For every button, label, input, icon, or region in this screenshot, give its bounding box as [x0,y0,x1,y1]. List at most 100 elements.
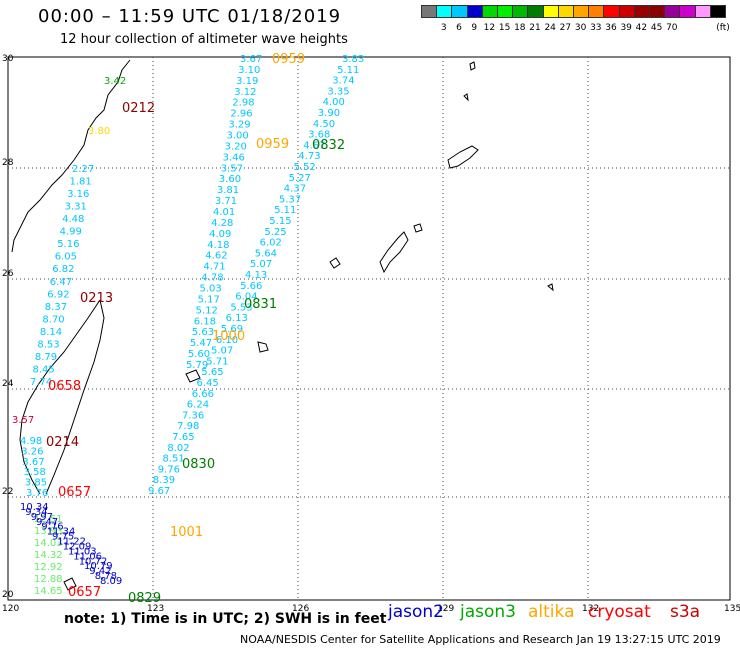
wave-height-label: 9.76 [41,522,63,533]
wave-height-label: 3.60 [219,174,241,185]
wave-height-label: 4.50 [313,119,335,130]
coastline [379,231,409,274]
wave-height-label: 9.97 [31,512,53,523]
wave-height-label: 6.10 [216,335,238,346]
pass-time-label: 0214 [46,435,79,450]
wave-height-label: 6.04 [235,292,257,303]
wave-height-label: 10.34 [20,502,49,513]
wave-height-label: 3.57 [12,415,34,426]
wave-height-label: 4.78 [201,273,223,284]
pass-time-label: 0830 [182,457,215,472]
legend-entry-altika: altika [528,602,575,622]
colorbar-swatch [709,5,726,18]
wave-height-label: 12.09 [63,542,92,553]
wave-height-label: 8.39 [153,475,175,486]
coastline [257,341,269,353]
wave-height-label: 3.35 [327,86,349,97]
pass-time-label: 0831 [244,297,277,312]
wave-height-label: 6.13 [226,313,248,324]
wave-height-label: 14.32 [34,550,63,561]
colorbar-tick-label: 24 [544,23,556,33]
latitude-tick-label: 30 [2,54,14,64]
colorbar-tick-label: 36 [605,23,617,33]
wave-height-label: 6.45 [197,378,219,389]
legend-entry-cryosat: cryosat [588,602,651,622]
latitude-tick-label: 24 [2,379,14,389]
latitude-tick-label: 22 [2,487,13,497]
coastline [63,577,77,591]
wave-height-label: 9.67 [148,486,170,497]
coastline [329,257,341,269]
wave-height-label: 7.65 [172,432,194,443]
wave-height-label: 3.76 [26,488,48,499]
wave-height-label: 5.27 [289,173,311,184]
wave-height-label: 6.66 [192,389,214,400]
wave-height-label: 3.20 [225,141,247,152]
latitude-tick-label: 26 [2,269,14,279]
coastline [11,59,131,253]
wave-height-label: 5.17 [198,294,220,305]
coastline [19,299,101,495]
wave-height-label: 8.09 [100,576,122,587]
wave-height-label: 4.13 [245,270,267,281]
wave-height-label: 8.51 [163,454,185,465]
wave-height-label: 9.42 [89,566,111,577]
wave-height-label: 2.27 [72,164,94,175]
colorbar-tick-label: 27 [559,23,572,33]
wave-height-label: 4.99 [60,227,82,238]
pass-time-label: 0959 [256,137,289,152]
wave-height-label: 1.81 [70,177,92,188]
coastline [463,93,469,102]
wave-height-label: 7.98 [177,421,199,432]
colorbar-tick-label: 9 [471,23,478,33]
colorbar-tick-label: 45 [650,23,663,33]
colorbar-tick-label: 21 [529,23,541,33]
wave-height-label: 6.18 [194,316,216,327]
wave-height-label: 4.01 [213,207,235,218]
colorbar-tick-label: 30 [574,23,587,33]
wave-height-label: 4.00 [323,97,345,108]
wave-height-label: 12.92 [34,562,63,573]
wave-height-label: 5.63 [192,327,214,338]
wave-height-label: 11.22 [57,537,86,548]
wave-height-label: 5.11 [274,205,296,216]
wave-height-label: 6.24 [187,400,209,411]
wave-height-label: 3.57 [221,163,243,174]
wave-height-label: 5.79 [186,360,208,371]
wave-height-label: 3.29 [228,120,250,131]
colorbar-tick-label: 39 [620,23,632,33]
wave-height-label: 3.68 [308,130,330,141]
wave-height-label: 4.62 [205,251,227,262]
coastline [185,369,201,383]
map-frame [7,56,731,601]
colorbar-tick-label: 18 [514,23,526,33]
colorbar-unit: (ft) [716,23,730,33]
wave-height-label: 3.83 [342,54,364,65]
wave-height-label: 8.02 [167,443,189,454]
wave-height-label: 4.37 [284,184,306,195]
colorbar-tick-label: 70 [666,23,678,33]
wave-height-label: 4.18 [207,240,229,251]
wave-height-label: 5.16 [57,239,79,250]
wave-height-label: 6.05 [55,252,77,263]
wave-height-label: 11.06 [73,551,102,562]
wave-height-label: 3.16 [67,189,89,200]
wave-height-label: 9.34 [25,507,47,518]
wave-height-label: 8.70 [42,314,64,325]
coastline [447,145,479,169]
wave-height-label: 3.31 [65,202,87,213]
wave-height-label: 4.67 [303,140,325,151]
wave-height-label: 8.45 [33,365,55,376]
wave-height-label: 6.47 [50,277,72,288]
wave-height-label: 5.60 [188,349,210,360]
wave-height-label: 8.53 [37,339,59,350]
wave-height-label: 5.65 [201,367,223,378]
pass-time-label: 1000 [212,329,245,344]
pass-time-label: 0658 [48,379,81,394]
wave-height-label: 5.52 [294,162,316,173]
wave-height-label: 2.96 [230,109,252,120]
wave-height-label: 4.98 [20,436,42,447]
coastline [45,299,105,495]
wave-height-label: 3.10 [238,65,260,76]
